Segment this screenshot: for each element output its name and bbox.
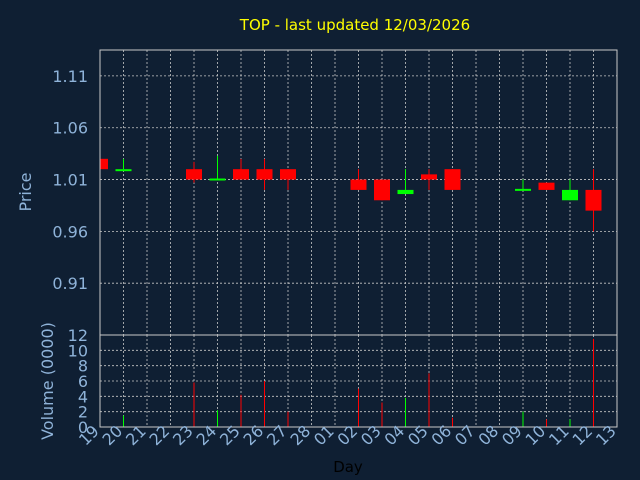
price-grid: [100, 50, 617, 335]
price-tick-label: 0.96: [52, 222, 88, 241]
candle-body: [256, 169, 273, 180]
volume-bars: [123, 338, 594, 427]
x-tick-labels: 1920212223242526272801020304050607080910…: [75, 421, 620, 449]
candle-body: [421, 174, 437, 180]
price-tick-label: 1.11: [52, 67, 88, 86]
candle-body: [562, 189, 578, 201]
volume-axis-label: Volume (0000): [38, 322, 57, 440]
volume-tick-label: 12: [68, 326, 88, 345]
candle-body: [397, 189, 414, 195]
volume-frame: [99, 334, 618, 428]
price-tick-label: 1.06: [52, 119, 88, 138]
price-tick-label: 0.91: [52, 274, 88, 293]
candle-body: [538, 182, 555, 190]
volume-tick-label: 0: [78, 418, 88, 437]
volume-tick-label: 10: [68, 341, 88, 360]
price-panel: 1.11 1.06 1.01 0.96 0.91 Price: [16, 49, 618, 336]
candle-body: [100, 158, 108, 170]
volume-tick-label: 4: [78, 387, 88, 406]
price-axis-label: Price: [16, 172, 35, 211]
price-tick-label: 1.01: [52, 171, 88, 190]
candle-body: [350, 179, 367, 190]
price-y-ticks: 1.11 1.06 1.01 0.96 0.91: [52, 67, 88, 293]
candle-body: [585, 189, 602, 211]
price-frame: [99, 49, 618, 336]
x-axis-label: Day: [333, 458, 363, 476]
candle-body: [209, 178, 226, 181]
candle-body: [233, 169, 249, 180]
candle-body: [515, 188, 531, 191]
candle-body: [186, 169, 202, 180]
candles: [99, 155, 602, 232]
candle-body: [280, 169, 296, 180]
candle-body: [374, 179, 390, 201]
volume-tick-label: 8: [78, 357, 88, 376]
chart-title: TOP - last updated 12/03/2026: [239, 16, 470, 34]
candle-body: [444, 169, 461, 190]
x-tick-label: 13: [592, 421, 620, 449]
volume-tick-label: 6: [78, 372, 88, 391]
candle-body: [115, 169, 132, 172]
volume-tick-label: 2: [78, 403, 88, 422]
